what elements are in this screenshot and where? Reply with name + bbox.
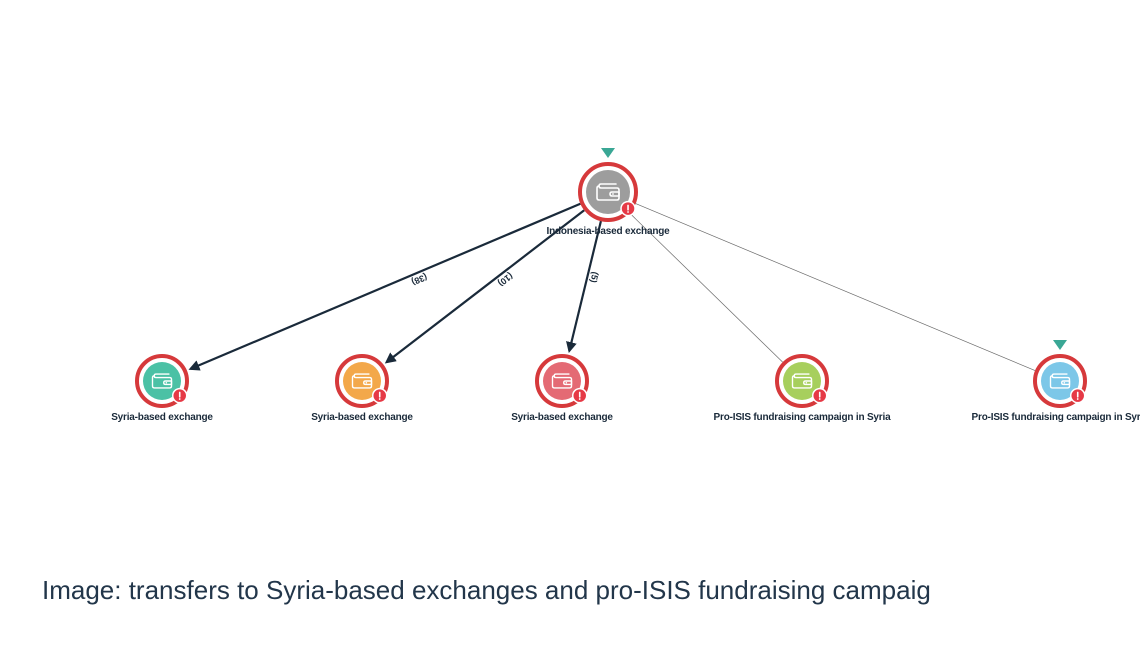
nodes-layer: Indonesia-based exchange Syria-based exch… (111, 148, 1140, 423)
chevron-down-icon (1053, 340, 1067, 350)
node-label: Syria-based exchange (111, 412, 213, 423)
edge (636, 204, 1035, 371)
graph-node[interactable]: Pro-ISIS fundraising campaign in Syria (972, 340, 1140, 423)
edge (569, 221, 601, 351)
edge (191, 204, 581, 369)
node-label: Syria-based exchange (311, 412, 413, 423)
graph-node[interactable]: Syria-based exchange (511, 356, 613, 423)
node-label: Pro-ISIS fundraising campaign in Syria (972, 412, 1140, 423)
network-graph: (38)(10)(5)Indonesia-based exchangeSyria… (0, 0, 1140, 652)
node-label: Pro-ISIS fundraising campaign in Syria (714, 412, 892, 423)
graph-node[interactable]: Syria-based exchange (311, 356, 413, 423)
edge-label: (5) (588, 271, 600, 284)
image-caption: Image: transfers to Syria-based exchange… (42, 575, 931, 606)
chevron-down-icon (601, 148, 615, 158)
edge-label: (10) (496, 271, 515, 289)
node-label: Syria-based exchange (511, 412, 613, 423)
node-label: Indonesia-based exchange (546, 226, 670, 237)
graph-node[interactable]: Pro-ISIS fundraising campaign in Syria (714, 356, 892, 423)
